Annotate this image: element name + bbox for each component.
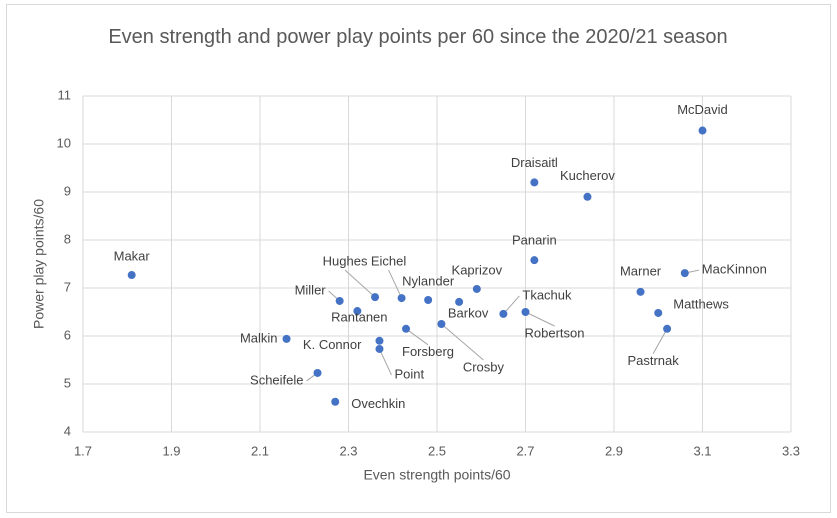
point-label: Ovechkin bbox=[351, 396, 405, 411]
x-tick-label: 1.7 bbox=[74, 443, 92, 458]
x-axis-title: Even strength points/60 bbox=[363, 467, 510, 483]
point bbox=[375, 336, 384, 345]
point bbox=[313, 368, 322, 377]
point-label: McDavid bbox=[677, 102, 728, 117]
y-tick-label: 10 bbox=[57, 135, 71, 150]
point-label: Barkov bbox=[448, 305, 489, 320]
point-label: Rantanen bbox=[331, 309, 387, 324]
point bbox=[680, 269, 689, 278]
point bbox=[127, 271, 136, 280]
point bbox=[335, 296, 344, 305]
y-tick-label: 7 bbox=[64, 279, 71, 294]
point bbox=[282, 334, 291, 343]
x-tick-label: 2.1 bbox=[251, 443, 269, 458]
leader-line bbox=[405, 328, 429, 346]
point bbox=[698, 126, 707, 135]
point-label: Draisaitl bbox=[511, 155, 558, 170]
x-tick-label: 3.1 bbox=[693, 443, 711, 458]
x-tick-label: 2.3 bbox=[339, 443, 357, 458]
point bbox=[331, 397, 340, 406]
leader-line bbox=[344, 269, 376, 298]
y-axis-title: Power play points/60 bbox=[31, 199, 47, 329]
point bbox=[397, 294, 406, 303]
x-tick-label: 3.3 bbox=[782, 443, 800, 458]
point-label: Malkin bbox=[240, 330, 278, 345]
point bbox=[455, 297, 464, 306]
point-label: Kaprizov bbox=[452, 262, 503, 277]
point-label: Panarin bbox=[512, 233, 557, 248]
point-label: Point bbox=[394, 366, 424, 381]
point bbox=[654, 308, 663, 317]
x-tick-label: 2.5 bbox=[428, 443, 446, 458]
point-label: Matthews bbox=[673, 296, 729, 311]
x-tick-label: 1.9 bbox=[162, 443, 180, 458]
leader-line bbox=[441, 323, 484, 361]
leader-line bbox=[525, 311, 555, 327]
point-label: Crosby bbox=[463, 359, 505, 374]
point bbox=[375, 344, 384, 353]
point-label: Robertson bbox=[525, 325, 585, 340]
point-label: Scheifele bbox=[250, 372, 303, 387]
y-tick-label: 8 bbox=[64, 231, 71, 246]
point bbox=[472, 284, 481, 293]
y-tick-label: 4 bbox=[64, 423, 71, 438]
point bbox=[402, 324, 411, 333]
point-label: MacKinnon bbox=[702, 262, 767, 277]
point-label: Nylander bbox=[402, 273, 455, 288]
point-label: K. Connor bbox=[303, 337, 362, 352]
point bbox=[521, 308, 530, 316]
leader-line bbox=[503, 295, 520, 315]
y-tick-label: 11 bbox=[58, 87, 72, 102]
point bbox=[636, 287, 645, 296]
point bbox=[499, 309, 508, 318]
point bbox=[371, 293, 380, 302]
leader-line bbox=[652, 328, 668, 355]
y-tick-label: 6 bbox=[64, 327, 71, 342]
point-label: Marner bbox=[620, 263, 662, 278]
x-tick-label: 2.9 bbox=[605, 443, 623, 458]
point-label: Pastrnak bbox=[627, 353, 679, 368]
point bbox=[353, 307, 362, 316]
point bbox=[437, 320, 446, 328]
point bbox=[530, 256, 539, 265]
point bbox=[663, 324, 672, 333]
y-tick-label: 9 bbox=[64, 183, 71, 198]
chart-border bbox=[6, 4, 831, 513]
leader-line bbox=[379, 348, 392, 376]
point-label: Tkachuk bbox=[522, 287, 572, 302]
y-tick-label: 5 bbox=[64, 375, 71, 390]
chart-title: Even strength and power play points per … bbox=[108, 26, 728, 48]
point-label: Makar bbox=[114, 248, 151, 263]
point bbox=[583, 192, 592, 201]
point-label: Hughes bbox=[323, 254, 368, 269]
point bbox=[530, 178, 539, 187]
leader-line bbox=[388, 269, 403, 299]
point-label: Forsberg bbox=[402, 344, 454, 359]
point-label: Eichel bbox=[371, 254, 407, 269]
point bbox=[424, 296, 433, 304]
x-tick-label: 2.7 bbox=[516, 443, 534, 458]
point-label: Miller bbox=[295, 282, 327, 297]
point-label: Kucherov bbox=[560, 168, 615, 183]
